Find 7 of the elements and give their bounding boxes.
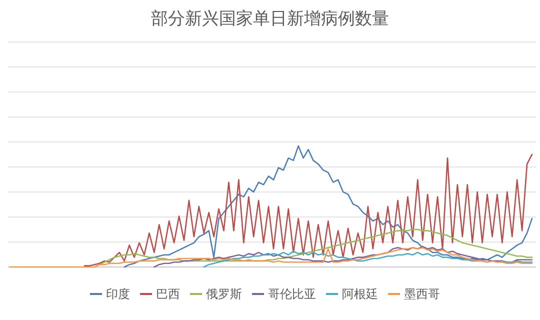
legend-label: 巴西 xyxy=(156,287,180,301)
legend-label: 哥伦比亚 xyxy=(268,287,316,301)
chart-title: 部分新兴国家单日新增病例数量 xyxy=(151,9,389,29)
legend-label: 阿根廷 xyxy=(342,287,378,301)
legend-label: 墨西哥 xyxy=(404,287,440,301)
legend-label: 印度 xyxy=(106,287,130,301)
legend-label: 俄罗斯 xyxy=(206,287,242,301)
